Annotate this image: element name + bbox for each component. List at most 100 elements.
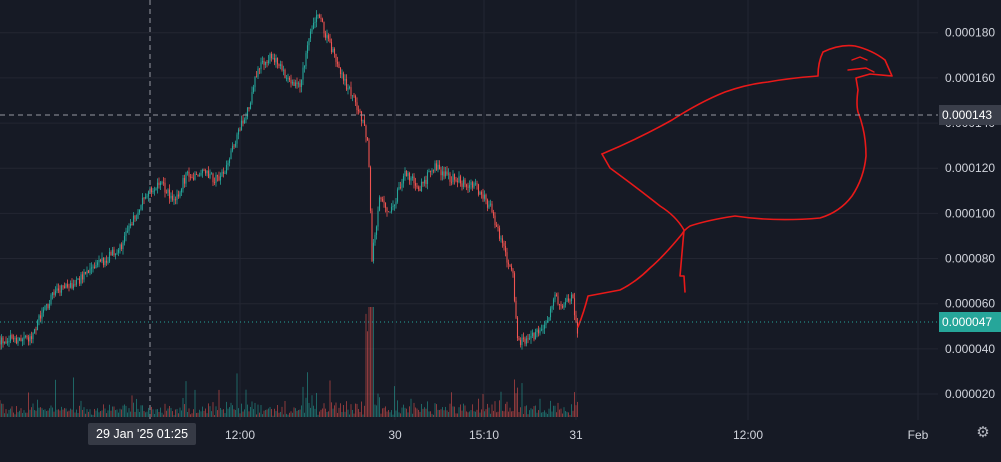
volume-bar: [325, 408, 326, 417]
volume-bar: [160, 407, 161, 417]
candle-body: [519, 340, 522, 345]
candle-body: [122, 242, 124, 249]
candle-body: [135, 218, 138, 220]
volume-bar: [79, 405, 80, 417]
candle-body: [200, 172, 202, 176]
volume-bar: [500, 391, 502, 417]
volume-bar: [110, 410, 112, 417]
settings-gear-icon[interactable]: ⚙: [976, 424, 990, 441]
volume-bar: [521, 383, 523, 417]
volume-bar: [241, 403, 242, 417]
price-tick-label: 0.000060: [945, 297, 995, 311]
candle-body: [500, 238, 502, 240]
volume-bar: [355, 403, 356, 417]
candle-body: [488, 204, 490, 208]
volume-bar: [226, 401, 227, 417]
volume-bar: [196, 412, 197, 417]
candle-body: [171, 195, 174, 200]
candle-body: [527, 338, 529, 340]
time-axis[interactable]: 12:00 30 15:10 31 12:00 Feb: [225, 428, 929, 442]
volume-bar: [320, 409, 322, 417]
volume-bar: [116, 409, 118, 417]
candle-body: [249, 102, 252, 109]
volume-bar: [353, 413, 355, 417]
volume-bar: [209, 406, 211, 417]
volume-bar: [200, 411, 202, 417]
candle-body: [12, 338, 15, 340]
candle-body: [264, 61, 267, 65]
volume-bar: [310, 407, 311, 417]
volume-bar: [235, 409, 236, 417]
candle-body: [56, 288, 58, 291]
candle-body: [192, 177, 195, 180]
volume-bar: [206, 413, 208, 417]
volume-bar: [373, 307, 374, 417]
volume-bar: [169, 406, 170, 417]
candle-body: [360, 111, 363, 122]
volume-bar: [166, 410, 167, 417]
candle-body: [147, 191, 150, 197]
candle-body: [164, 182, 166, 193]
freehand-bird-drawing: [577, 44, 893, 328]
candle-body: [0, 340, 1, 345]
volume-bar: [112, 406, 113, 417]
volume-bar: [194, 389, 196, 417]
candle-body: [150, 187, 153, 193]
candle-body: [120, 244, 123, 249]
volume-bar: [436, 404, 437, 417]
volume-bar: [250, 406, 251, 417]
candle-body: [510, 266, 513, 270]
candle-body: [300, 79, 303, 87]
price-tick-label: 0.000040: [945, 342, 995, 356]
candle-body: [69, 283, 72, 288]
volume-bar: [101, 410, 103, 417]
candle-body: [369, 167, 372, 211]
crosshair-price-label: 0.000143: [939, 105, 1001, 125]
candle-body: [228, 159, 231, 164]
volume-bar: [158, 412, 160, 417]
volume-bar: [137, 408, 139, 417]
candle-body: [345, 78, 348, 90]
candle-body: [288, 77, 291, 80]
candle-body: [74, 284, 76, 286]
price-axis[interactable]: 0.000020 0.000040 0.000060 0.000080 0.000100…: [945, 26, 995, 401]
volume-bar: [133, 402, 134, 417]
candle-body: [483, 194, 486, 199]
candle-body: [23, 336, 25, 340]
volume-bar: [344, 411, 346, 417]
candle-body: [368, 140, 370, 168]
volume-bar: [280, 411, 281, 417]
candle-body: [570, 294, 573, 301]
candle-body: [359, 111, 361, 112]
candle-body: [384, 202, 387, 208]
volume-bar: [316, 392, 317, 417]
volume-bar: [125, 405, 127, 417]
volume-bar: [184, 404, 185, 417]
volume-bar: [368, 307, 370, 417]
volume-bar: [431, 413, 433, 417]
candle-body: [365, 125, 367, 138]
candle-body: [237, 129, 240, 135]
candle-body: [53, 292, 55, 295]
volume-bar: [136, 398, 137, 417]
candle-body: [446, 171, 448, 175]
volume-bar: [115, 410, 116, 417]
time-tick-label: 12:00: [225, 428, 255, 442]
bird-drawing-body: [577, 44, 893, 328]
candle-body: [572, 294, 574, 299]
candle-body: [227, 163, 229, 165]
candle-body: [263, 61, 265, 65]
volume-bar: [524, 406, 526, 417]
volume-bar: [224, 413, 226, 417]
candle-body: [44, 305, 46, 310]
volume-bar: [386, 411, 388, 417]
volume-bar: [7, 413, 8, 417]
candle-body: [549, 308, 552, 318]
volume-bar: [50, 405, 52, 417]
volume-bar: [202, 406, 203, 417]
volume-bar: [575, 405, 577, 417]
volume-bar: [272, 415, 274, 417]
candle-body: [552, 299, 555, 307]
candle-body: [242, 120, 244, 124]
